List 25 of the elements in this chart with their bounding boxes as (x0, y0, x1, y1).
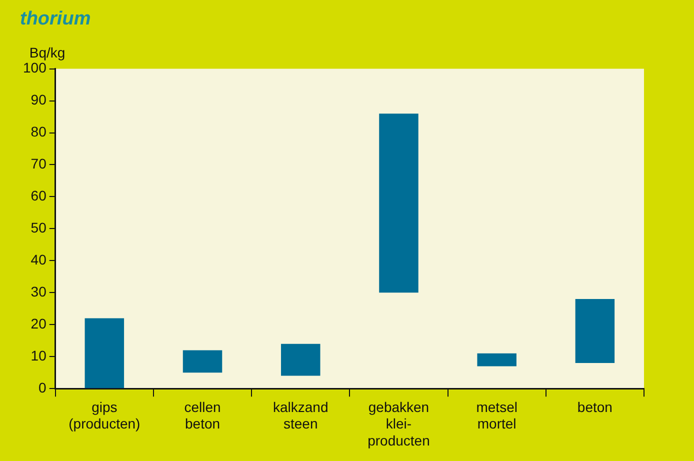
y-tick-label: 100 (23, 60, 47, 76)
y-tick-label: 90 (30, 92, 47, 108)
x-tick-label: metsel mortel (476, 398, 518, 432)
y-tick-label: 60 (30, 188, 47, 204)
y-tick-label: 40 (30, 252, 47, 268)
y-tick-label: 80 (30, 124, 47, 140)
y-axis-title: Bq/kg (29, 44, 66, 61)
y-tick-label: 0 (38, 379, 47, 396)
bar (575, 299, 615, 364)
chart-title: thorium (20, 8, 91, 30)
y-tick-label: 70 (30, 156, 47, 172)
y-tick-label: 20 (30, 316, 47, 332)
x-tick-label: kalkzand steen (272, 398, 328, 432)
bar (84, 318, 124, 388)
x-tick-label: gips (producten) (68, 398, 140, 432)
y-tick-label: 10 (30, 347, 47, 364)
x-tick-label: gebakken klei- producten (368, 398, 430, 448)
bar (182, 350, 222, 373)
x-tick-label: beton (577, 398, 612, 415)
x-tick-label: cellen beton (184, 398, 221, 432)
bar (281, 344, 320, 376)
y-tick-label: 30 (30, 284, 47, 300)
bar (477, 353, 516, 366)
y-tick-label: 50 (30, 220, 47, 236)
bar (379, 114, 418, 293)
